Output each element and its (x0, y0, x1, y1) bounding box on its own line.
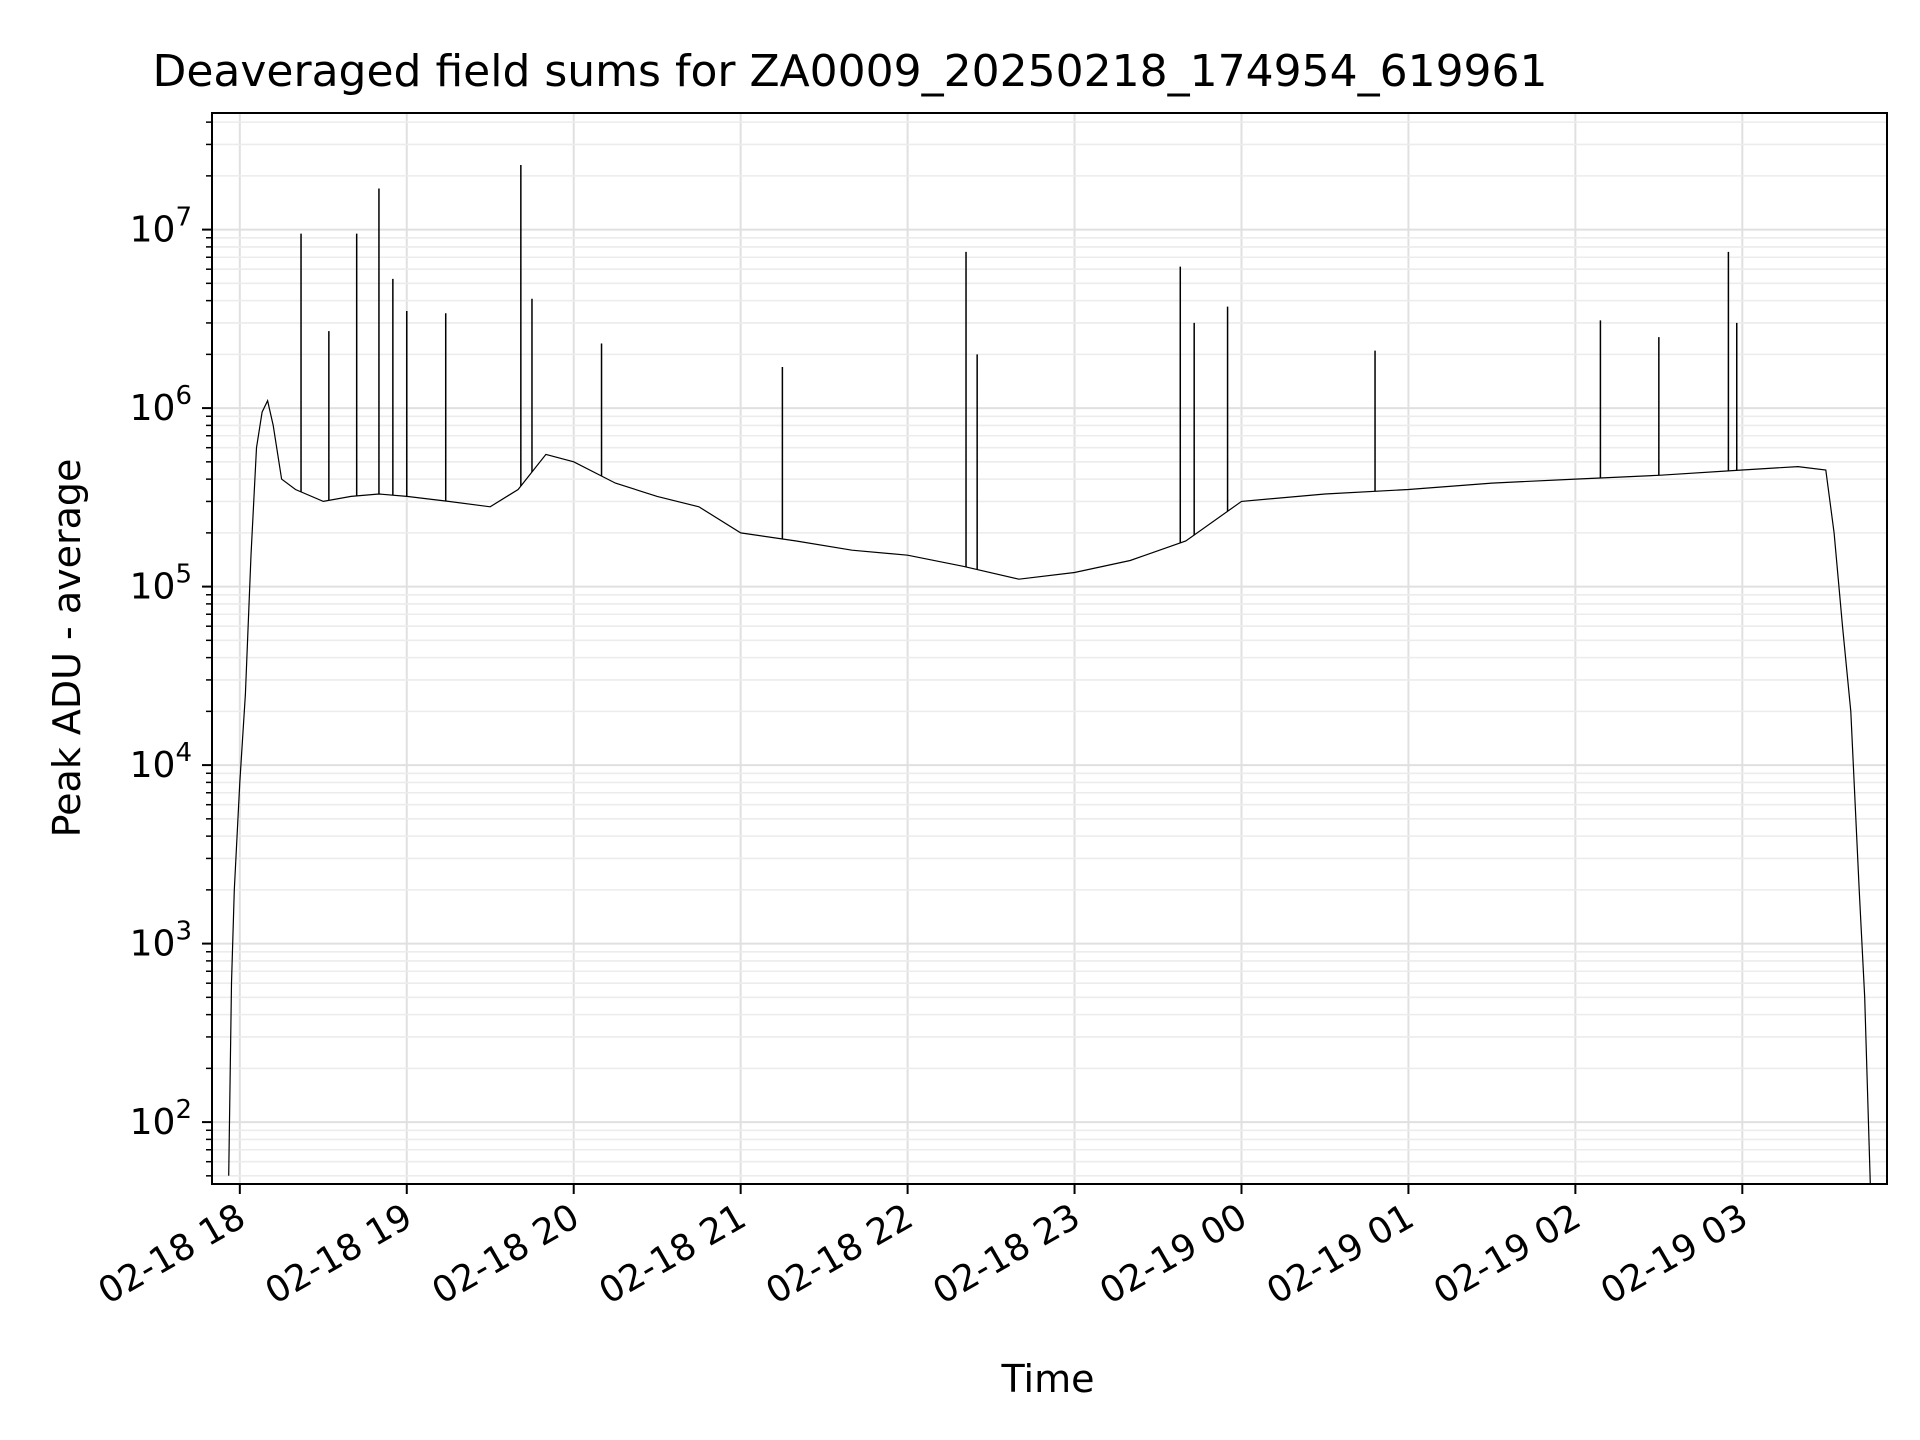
y-axis-ticks: 102 103 104 105 106 107 (130, 121, 212, 1177)
chart-title: Deaveraged field sums for ZA0009_2025021… (152, 46, 1547, 97)
y-axis-label: Peak ADU - average (45, 459, 89, 838)
plot-frame (211, 112, 1888, 1185)
x-tick-label: 02-19 01 (1260, 1196, 1421, 1312)
x-axis-ticks: 02-18 18 02-18 19 02-18 20 02-18 21 02-18 22… (92, 1184, 1755, 1313)
y-tick-label: 105 (130, 560, 192, 608)
y-tick-label: 104 (130, 738, 192, 786)
y-tick-label: 106 (130, 381, 192, 429)
x-tick-label: 02-18 18 (92, 1196, 253, 1312)
spike-lines (300, 165, 1738, 570)
x-tick-label: 02-18 20 (426, 1196, 587, 1312)
x-axis-label: Time (1001, 1357, 1095, 1401)
x-tick-label: 02-18 21 (592, 1196, 753, 1312)
x-tick-label: 02-18 19 (259, 1196, 420, 1312)
grid-lines (212, 113, 1887, 1184)
y-tick-label: 102 (130, 1095, 192, 1143)
plot-area (228, 165, 1871, 1185)
x-tick-label: 02-19 03 (1594, 1196, 1755, 1312)
x-tick-label: 02-19 02 (1427, 1196, 1588, 1312)
x-tick-label: 02-18 22 (759, 1196, 920, 1312)
x-tick-label: 02-18 23 (926, 1196, 1087, 1312)
y-tick-label: 107 (130, 203, 192, 251)
series-line (228, 398, 1871, 1185)
x-tick-label: 02-19 00 (1093, 1196, 1254, 1312)
y-tick-label: 103 (130, 917, 192, 965)
